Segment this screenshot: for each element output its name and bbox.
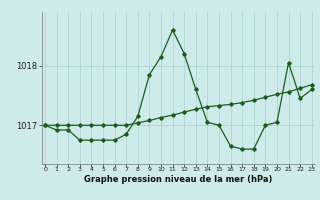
X-axis label: Graphe pression niveau de la mer (hPa): Graphe pression niveau de la mer (hPa) <box>84 175 273 184</box>
